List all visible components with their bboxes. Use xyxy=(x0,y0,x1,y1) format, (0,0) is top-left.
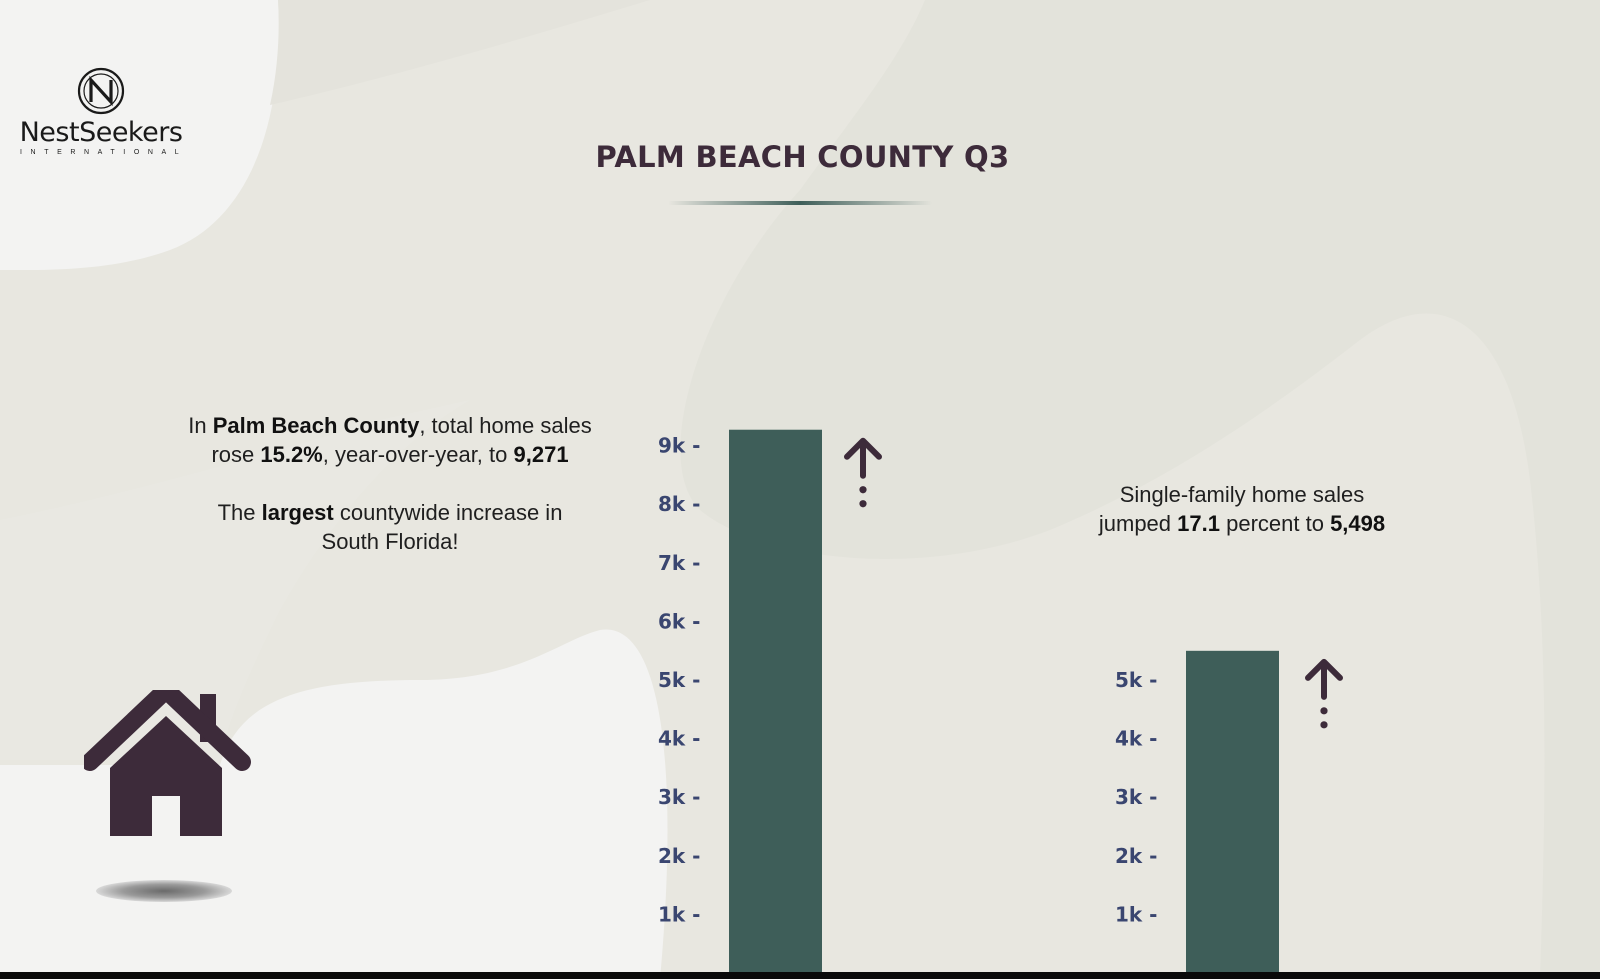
arrow-up-icon xyxy=(1305,658,1343,729)
y-tick-label: 9k - xyxy=(658,434,700,458)
blurb-text: percent to xyxy=(1219,511,1331,536)
blurb-bold: 15.2% xyxy=(260,442,323,467)
brand-subtitle: INTERNATIONAL xyxy=(20,149,188,156)
blurb-text: , total home sales xyxy=(419,413,592,438)
brand-name: NestSeekers xyxy=(19,117,183,148)
blurb-bold: Palm Beach County xyxy=(212,413,420,438)
y-tick-label: 3k - xyxy=(658,785,700,809)
total-sales-blurb: In Palm Beach County, total home sales r… xyxy=(180,411,600,556)
y-tick-label: 3k - xyxy=(1115,785,1157,809)
y-tick-label: 1k - xyxy=(1115,902,1157,926)
blurb-bold: 17.1 xyxy=(1177,511,1220,536)
blurb-text: , year-over-year, to xyxy=(322,442,514,467)
blurb-bold: 5,498 xyxy=(1330,511,1386,536)
blurb-text: The xyxy=(217,500,262,525)
bar xyxy=(1186,650,1279,973)
blurb-bold: 9,271 xyxy=(513,442,569,467)
blurb-text: In xyxy=(188,413,213,438)
y-tick-label: 2k - xyxy=(1115,844,1157,868)
footer-bar xyxy=(0,972,1600,979)
y-tick-label: 1k - xyxy=(658,902,700,926)
blurb-text: South Florida! xyxy=(321,529,459,554)
blurb-bold: largest xyxy=(261,500,334,525)
y-tick-label: 2k - xyxy=(658,844,700,868)
y-tick-label: 5k - xyxy=(1115,668,1157,692)
title-underline xyxy=(668,201,932,205)
page-title: PALM BEACH COUNTY Q3 xyxy=(595,140,1010,174)
y-tick-label: 8k - xyxy=(658,492,700,516)
blurb-text: rose xyxy=(211,442,261,467)
y-tick-label: 6k - xyxy=(658,609,700,633)
single-family-blurb: Single-family home sales jumped 17.1 per… xyxy=(1062,480,1422,538)
blurb-text: jumped xyxy=(1098,511,1178,536)
house-icon xyxy=(84,690,251,902)
y-tick-label: 7k - xyxy=(658,551,700,575)
arrow-up-icon xyxy=(844,437,882,508)
y-tick-label: 5k - xyxy=(658,668,700,692)
bar xyxy=(729,429,822,974)
logo-mark-icon xyxy=(77,67,125,115)
blurb-text: countywide increase in xyxy=(333,500,563,525)
y-tick-label: 4k - xyxy=(658,727,700,751)
y-tick-label: 4k - xyxy=(1115,727,1157,751)
brand-logo[interactable]: NestSeekers INTERNATIONAL xyxy=(16,66,186,157)
blurb-text: Single-family home sales xyxy=(1119,482,1365,507)
